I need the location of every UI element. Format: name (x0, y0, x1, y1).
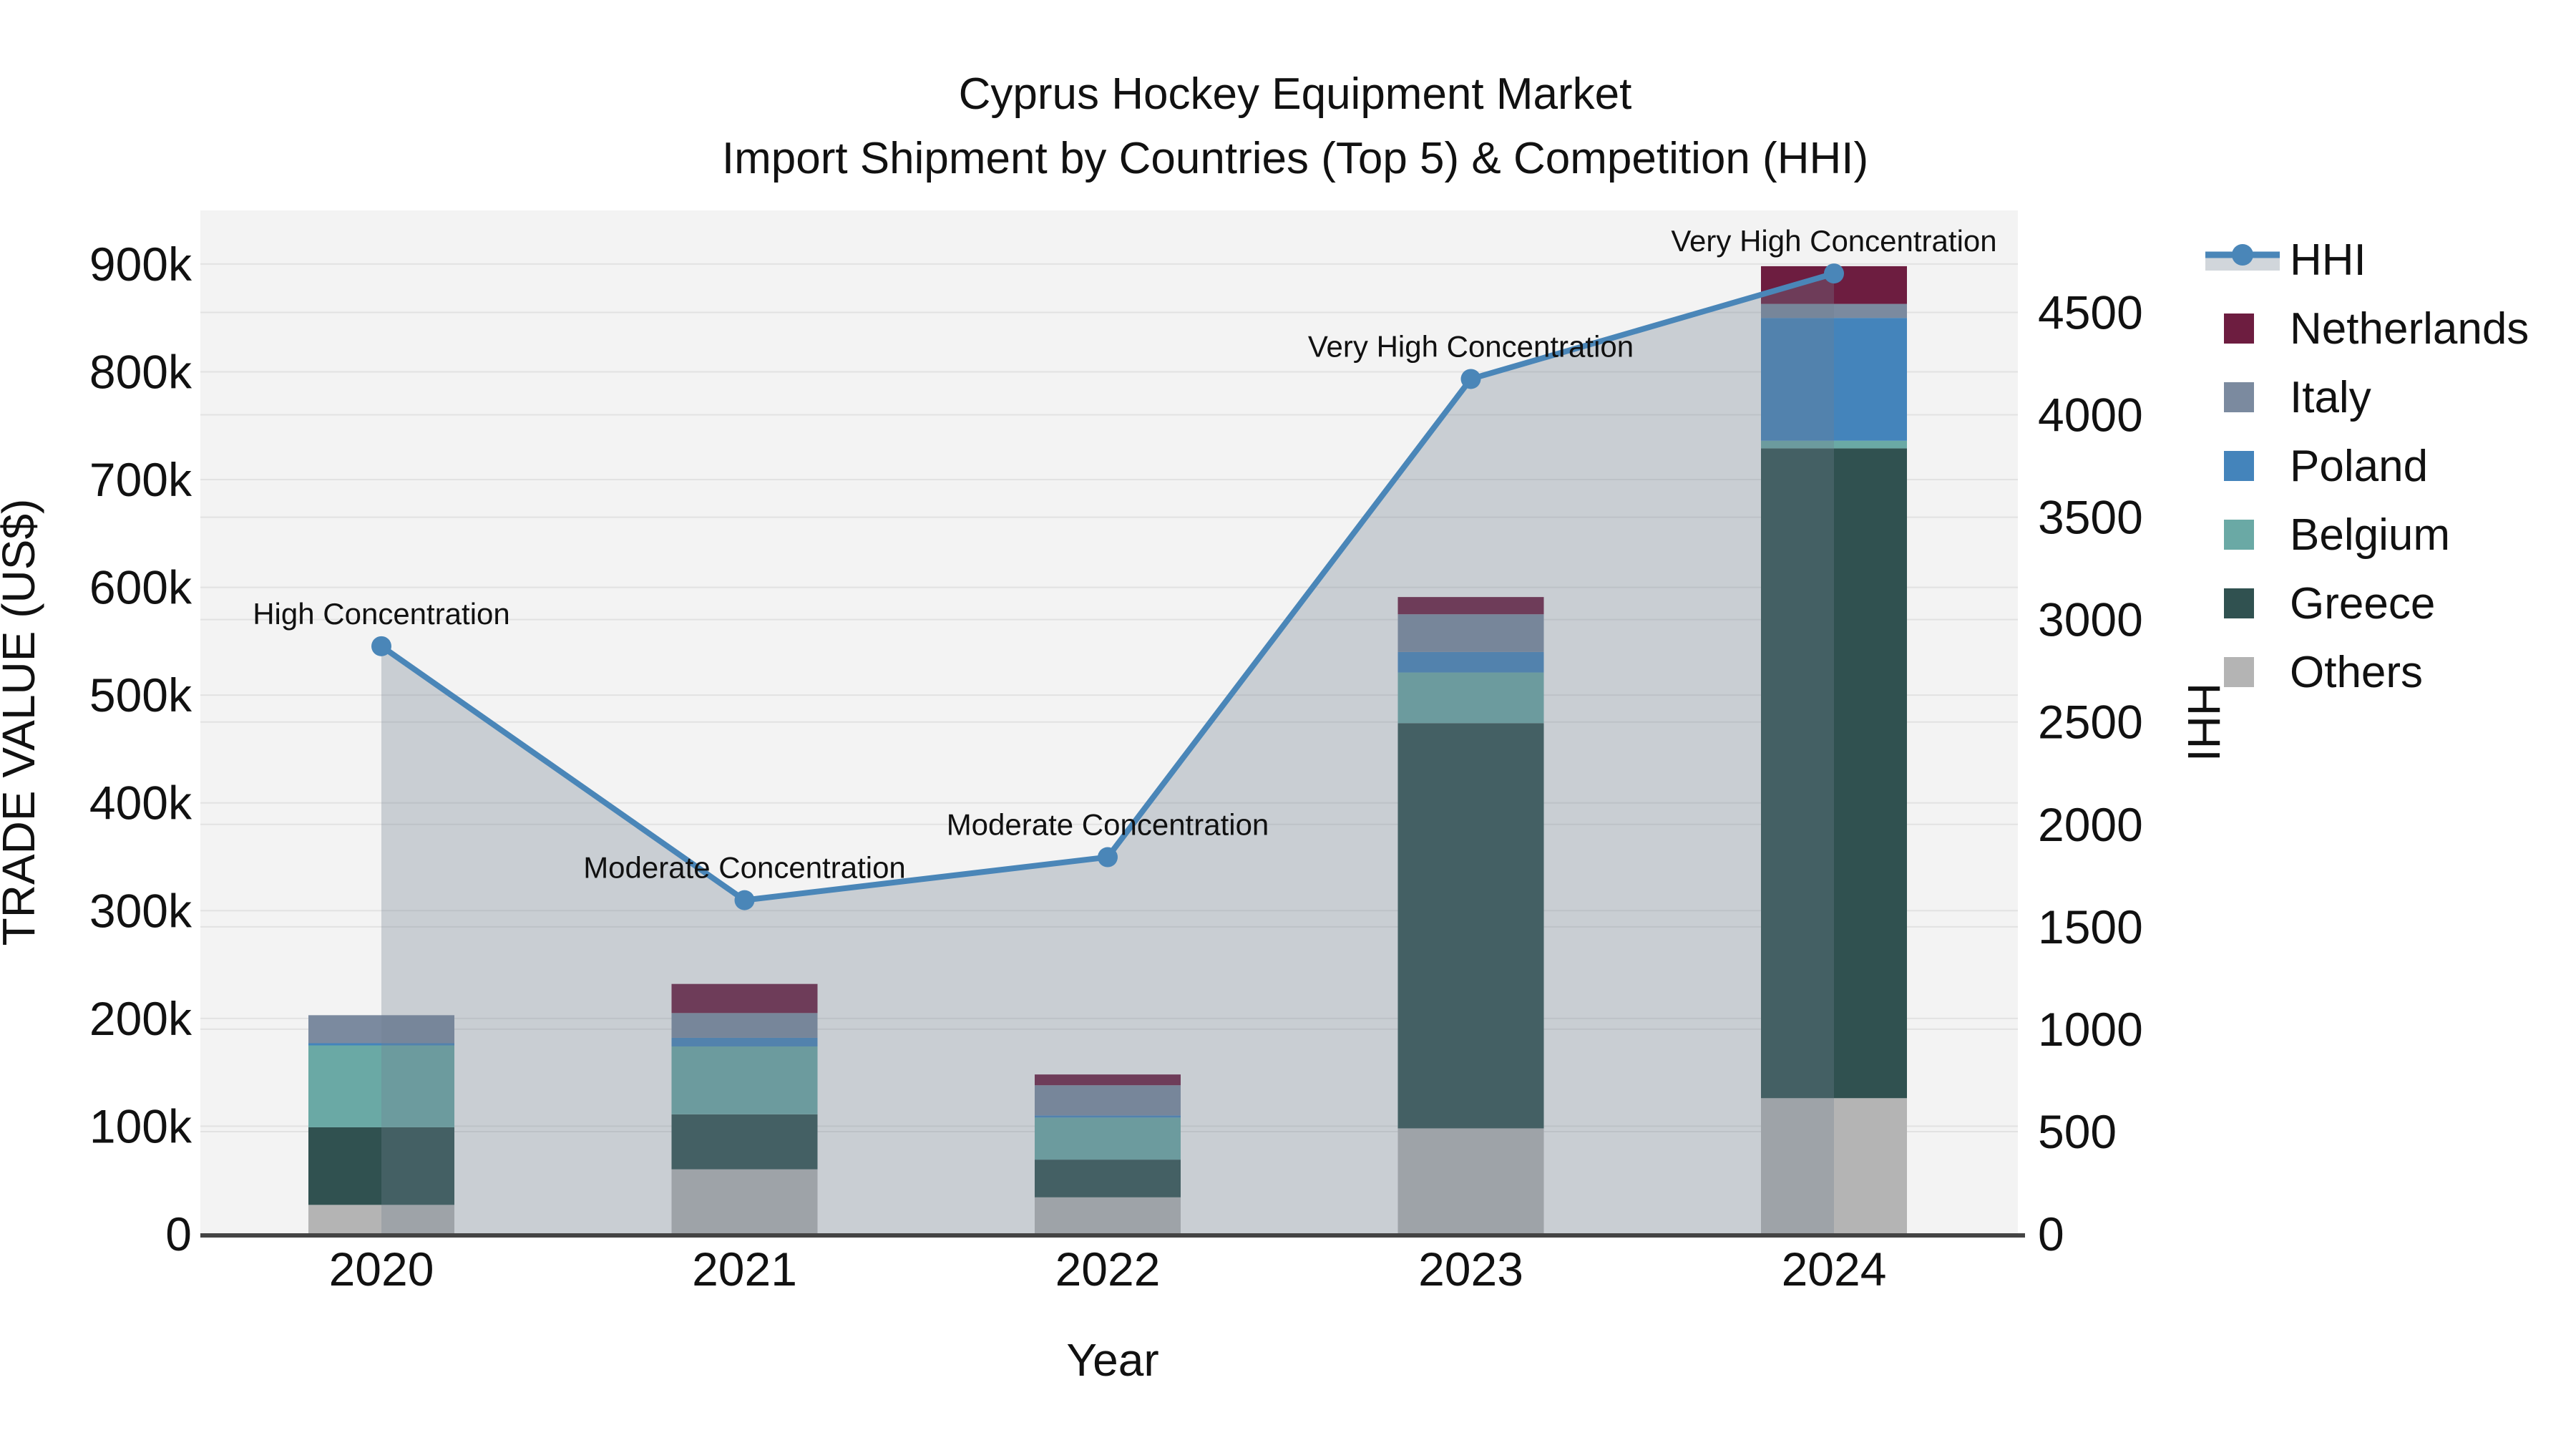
legend-label-italy: Italy (2290, 373, 2371, 422)
left-tick-300k: 300k (89, 884, 192, 937)
y-axis-title-left: TRADE VALUE (US$) (0, 499, 44, 946)
annotation-2023: Very High Concentration (1308, 329, 1634, 363)
bar-2023-greece[interactable] (1397, 723, 1544, 1129)
left-tick-500k: 500k (89, 669, 192, 721)
left-tick-200k: 200k (89, 992, 192, 1045)
chart-title-line1: Cyprus Hockey Equipment Market (959, 69, 1632, 119)
right-tick-1500: 1500 (2038, 900, 2143, 953)
right-tick-1000: 1000 (2038, 1003, 2143, 1056)
bar-2024-others[interactable] (1761, 1098, 1907, 1234)
left-tick-400k: 400k (89, 777, 192, 830)
x-tick-2020: 2020 (329, 1243, 434, 1296)
legend-hhi-marker-swatch (2232, 244, 2253, 266)
legend-item-poland[interactable]: Poland (2224, 442, 2428, 491)
x-tick-2022: 2022 (1055, 1243, 1161, 1296)
bar-2024-greece[interactable] (1761, 448, 1907, 1099)
bar-2023-netherlands[interactable] (1397, 597, 1544, 615)
x-tick-2021: 2021 (692, 1243, 797, 1296)
right-tick-3500: 3500 (2038, 491, 2143, 544)
plot-area-background (200, 210, 2018, 1235)
bar-2020-others[interactable] (308, 1205, 454, 1234)
legend-item-italy[interactable]: Italy (2224, 373, 2371, 422)
legend-label-netherlands: Netherlands (2290, 304, 2529, 354)
legend-item-belgium[interactable]: Belgium (2224, 510, 2450, 560)
bar-2024-poland[interactable] (1761, 318, 1907, 441)
bar-2021-others[interactable] (671, 1169, 818, 1234)
annotations-layer: High Concentration Moderate Concentration… (253, 224, 1996, 885)
legend-label-hhi: HHI (2290, 235, 2366, 285)
x-tick-2024: 2024 (1782, 1243, 1887, 1296)
left-tick-800k: 800k (89, 345, 192, 398)
right-tick-4000: 4000 (2038, 389, 2143, 442)
chart-title-line2: Import Shipment by Countries (Top 5) & C… (722, 134, 1868, 183)
right-tick-2500: 2500 (2038, 696, 2143, 749)
hhi-line-layer (371, 263, 1844, 1235)
legend-label-greece: Greece (2290, 579, 2435, 628)
right-tick-0: 0 (2038, 1207, 2064, 1260)
hhi-marker-2020[interactable] (371, 636, 391, 656)
left-tick-900k: 900k (89, 238, 192, 291)
bar-2020-italy[interactable] (308, 1015, 454, 1044)
bar-2022-netherlands[interactable] (1035, 1074, 1181, 1086)
bar-2023-poland[interactable] (1397, 651, 1544, 673)
left-tick-600k: 600k (89, 561, 192, 614)
legend-swatch-italy (2224, 382, 2254, 412)
annotation-2021: Moderate Concentration (583, 851, 906, 885)
bar-2023-others[interactable] (1397, 1128, 1544, 1234)
bar-2024-italy[interactable] (1761, 303, 1907, 319)
hhi-marker-2022[interactable] (1098, 847, 1118, 868)
x-tick-2023: 2023 (1418, 1243, 1523, 1296)
x-axis-title: Year (1066, 1334, 1158, 1386)
left-tick-700k: 700k (89, 453, 192, 506)
bar-2021-italy[interactable] (671, 1013, 818, 1038)
legend-item-others[interactable]: Others (2224, 648, 2423, 697)
bar-2022-greece[interactable] (1035, 1160, 1181, 1197)
bar-2022-poland[interactable] (1035, 1115, 1181, 1118)
right-tick-4500: 4500 (2038, 286, 2143, 339)
right-tick-3000: 3000 (2038, 593, 2143, 646)
bar-2020-poland[interactable] (308, 1043, 454, 1046)
bar-2021-poland[interactable] (671, 1037, 818, 1047)
annotation-2022: Moderate Concentration (947, 808, 1269, 842)
bar-2020-belgium[interactable] (308, 1045, 454, 1127)
right-tick-500: 500 (2038, 1105, 2117, 1158)
bar-2021-netherlands[interactable] (671, 983, 818, 1014)
right-tick-2000: 2000 (2038, 798, 2143, 851)
legend-label-belgium: Belgium (2290, 510, 2450, 560)
axis-ticks-layer: 0 100k 200k 300k 400k 500k 600k 700k 800k 900k 0 50… (89, 238, 2143, 1296)
legend-item-greece[interactable]: Greece (2224, 579, 2435, 628)
legend-swatch-greece (2224, 588, 2254, 618)
left-tick-100k: 100k (89, 1099, 192, 1152)
bar-2020-greece[interactable] (308, 1127, 454, 1205)
bar-2022-others[interactable] (1035, 1197, 1181, 1234)
annotation-2024: Very High Concentration (1671, 224, 1996, 258)
bar-2021-greece[interactable] (671, 1114, 818, 1170)
legend-label-others: Others (2290, 648, 2423, 697)
bar-2021-belgium[interactable] (671, 1046, 818, 1114)
legend-item-netherlands[interactable]: Netherlands (2224, 304, 2529, 354)
y-axis-title-right: HHI (2178, 683, 2230, 762)
legend: HHI Netherlands Italy Poland Belgium Greece Ot… (2205, 235, 2529, 697)
bar-2024-belgium[interactable] (1761, 440, 1907, 449)
bar-2022-belgium[interactable] (1035, 1117, 1181, 1160)
legend-swatch-netherlands (2224, 314, 2254, 344)
bars-layer (308, 266, 1907, 1234)
annotation-2020: High Concentration (253, 597, 510, 631)
legend-label-poland: Poland (2290, 442, 2428, 491)
bar-2022-italy[interactable] (1035, 1085, 1181, 1116)
hhi-marker-2021[interactable] (734, 890, 755, 910)
legend-swatch-poland (2224, 451, 2254, 481)
bar-2023-italy[interactable] (1397, 614, 1544, 652)
left-tick-0: 0 (165, 1207, 192, 1260)
legend-swatch-others (2224, 657, 2254, 687)
legend-item-hhi[interactable]: HHI (2205, 235, 2366, 285)
hhi-area-fill (381, 273, 1834, 1235)
hhi-marker-2024[interactable] (1824, 263, 1844, 284)
bar-2023-belgium[interactable] (1397, 672, 1544, 724)
legend-swatch-belgium (2224, 520, 2254, 550)
hhi-marker-2023[interactable] (1460, 369, 1481, 389)
